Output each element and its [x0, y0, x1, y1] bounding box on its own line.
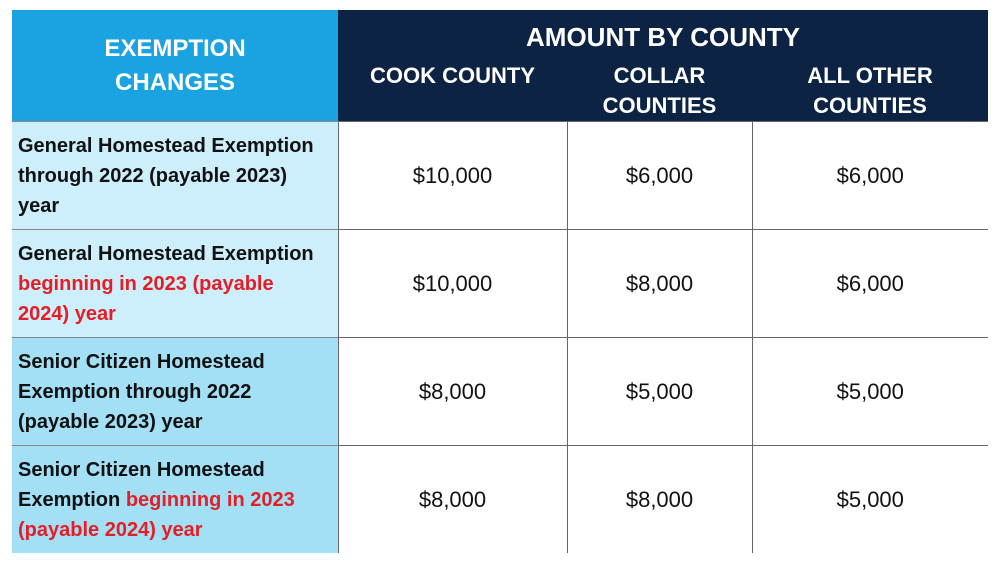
row-label: General Homestead Exemption beginning in…: [12, 229, 338, 338]
label-text: Senior Citizen Homestead Exemption throu…: [18, 350, 265, 433]
row-header-title: EXEMPTION CHANGES: [12, 10, 338, 122]
column-header: COLLAR COUNTIES: [567, 61, 752, 122]
row-label: Senior Citizen Homestead Exemption throu…: [12, 337, 338, 446]
table-row: Senior Citizen Homestead Exemption begin…: [12, 445, 989, 553]
highlighted-text: beginning in 2023 (payable 2024) year: [18, 272, 274, 325]
amount-cell: $6,000: [566, 121, 752, 230]
amount-cell: $10,000: [337, 121, 567, 230]
label-text: General Homestead Exemption through 2022…: [18, 134, 314, 217]
column-header: COOK COUNTY: [338, 61, 567, 122]
exemption-table: EXEMPTION CHANGES AMOUNT BY COUNTY COOK …: [12, 10, 989, 553]
amount-cell: $5,000: [751, 337, 989, 446]
label-text: General Homestead Exemption: [18, 242, 314, 265]
table-row: General Homestead Exemption through 2022…: [12, 121, 989, 230]
amount-cell: $5,000: [751, 445, 989, 553]
amount-cell: $8,000: [337, 337, 567, 446]
row-label: Senior Citizen Homestead Exemption begin…: [12, 445, 338, 553]
amount-cell: $10,000: [337, 229, 567, 338]
amount-cell: $8,000: [337, 445, 567, 553]
column-header: ALL OTHER COUNTIES: [752, 61, 989, 122]
row-label: General Homestead Exemption through 2022…: [12, 121, 338, 230]
amount-cell: $8,000: [566, 229, 752, 338]
column-group-title: AMOUNT BY COUNTY: [338, 10, 989, 61]
amount-cell: $8,000: [566, 445, 752, 553]
label-text: Senior Citizen Homestead Exemption: [18, 458, 265, 511]
table-row: General Homestead Exemption beginning in…: [12, 229, 989, 338]
amount-cell: $6,000: [751, 229, 989, 338]
amount-cell: $5,000: [566, 337, 752, 446]
table-row: Senior Citizen Homestead Exemption throu…: [12, 337, 989, 446]
highlighted-text: beginning in 2023 (payable 2024) year: [18, 488, 295, 541]
amount-cell: $6,000: [751, 121, 989, 230]
